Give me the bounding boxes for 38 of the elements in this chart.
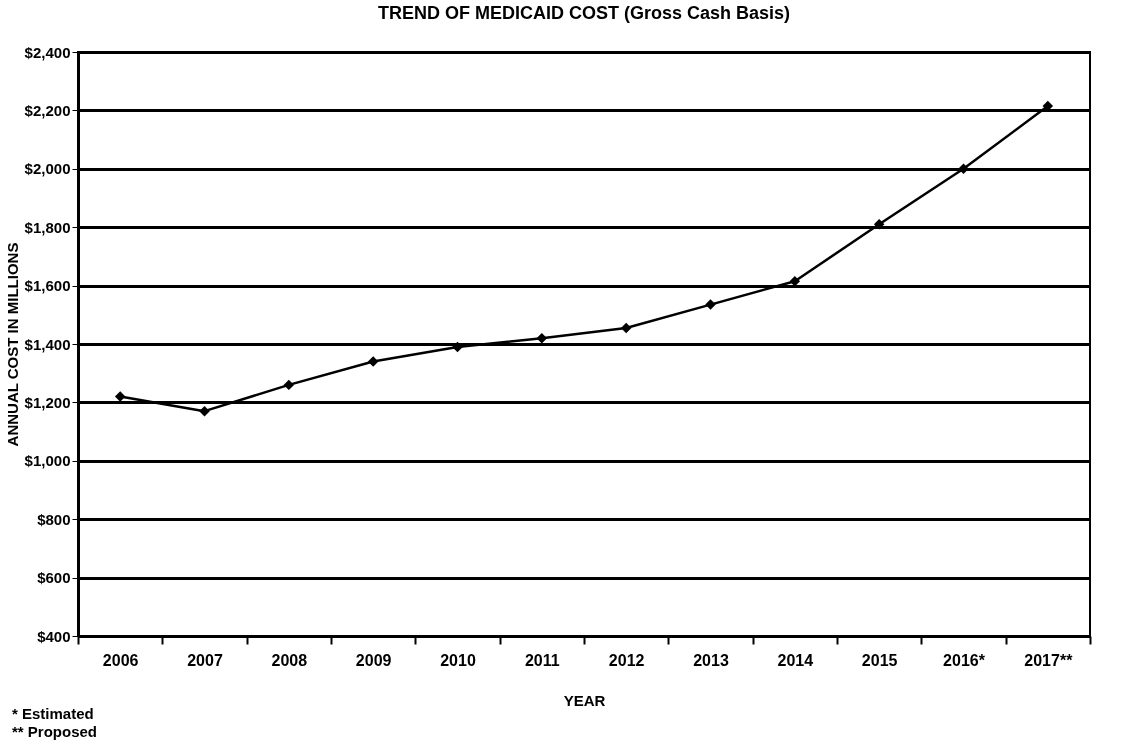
point [873, 219, 885, 230]
x-axis-title: YEAR [563, 691, 606, 709]
x-tick-label: 2012 [608, 651, 645, 669]
x-tick-label: 2014 [777, 651, 814, 669]
point [620, 322, 632, 334]
text: * Estimated [12, 705, 95, 723]
y-tick-label: $800 [37, 510, 71, 528]
y-tick-label: $1,400 [24, 335, 71, 353]
text: ** Proposed [12, 723, 98, 741]
y-tick-label: $1,200 [24, 393, 71, 411]
y-tick-label: $400 [37, 627, 71, 645]
x-tick-label: 2007 [187, 651, 223, 669]
y-axis-title: ANNUAL COST IN MILLIONS [3, 242, 21, 447]
y-tick-label: $1,800 [24, 218, 71, 236]
x-tick-label: 2009 [355, 651, 392, 669]
x-tick-label: 2016* [943, 651, 986, 669]
y-tick-label: $1,000 [24, 452, 71, 470]
y-tick-label: $600 [37, 569, 71, 587]
point [536, 332, 548, 344]
x-tick-label: 2006 [102, 651, 139, 669]
y-tick-label: $2,200 [24, 101, 71, 119]
point [958, 163, 969, 175]
point [367, 356, 379, 367]
x-tick-label: 2015 [861, 651, 898, 669]
point [452, 341, 463, 353]
y-tick-label: $2,000 [24, 160, 71, 178]
x-tick-label: 2008 [271, 651, 308, 669]
point [114, 391, 126, 402]
chart-title: TREND OF MEDICAID COST (Gross Cash Basis) [377, 3, 791, 23]
x-tick-label: 2011 [524, 651, 560, 669]
point [199, 405, 210, 417]
x-tick-label: 2017** [1024, 651, 1074, 669]
point [283, 379, 295, 391]
x-tick-label: 2010 [440, 651, 476, 669]
x-tick-label: 2013 [693, 651, 729, 669]
point [705, 299, 716, 310]
y-tick-label: $2,400 [24, 43, 71, 61]
y-tick-label: $1,600 [24, 277, 71, 295]
